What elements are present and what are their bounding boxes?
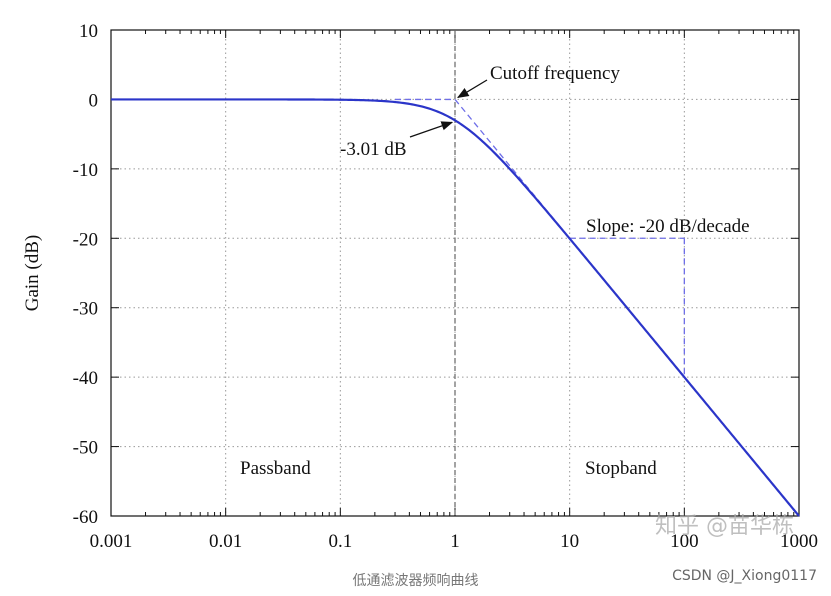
annotation-cutoff-frequency: Cutoff frequency [490,63,620,84]
source-credit: CSDN @J_Xiong0117 [672,568,817,584]
y-tick-label: 10 [79,21,98,42]
x-tick-label: 0.001 [90,531,133,552]
annotation-passband: Passband [240,458,311,479]
y-tick-label: -10 [73,160,98,181]
annotation-3db: -3.01 dB [340,139,407,160]
watermark: 知乎 @苗华栋 [655,514,794,539]
annotation-slope: Slope: -20 dB/decade [586,216,750,237]
y-tick-label: -50 [73,438,98,459]
figure-caption: 低通滤波器频响曲线 [352,573,479,589]
y-tick-label: 0 [89,90,99,111]
y-axis-title: Gain (dB) [22,235,43,312]
y-tick-label: -20 [73,229,98,250]
cutoff-arrow [456,79,488,99]
x-tick-label: 0.01 [209,531,242,552]
y-tick-label: -30 [73,299,98,320]
y-tick-label: -60 [73,507,98,528]
y-tick-label: -40 [73,368,98,389]
minus-3db-arrow [409,121,454,138]
x-tick-label: 10 [560,531,579,552]
x-tick-label: 1 [450,531,460,552]
x-tick-label: 1000 [780,531,818,552]
x-tick-label: 100 [670,531,699,552]
x-tick-label: 0.1 [328,531,352,552]
annotation-stopband: Stopband [585,458,657,479]
